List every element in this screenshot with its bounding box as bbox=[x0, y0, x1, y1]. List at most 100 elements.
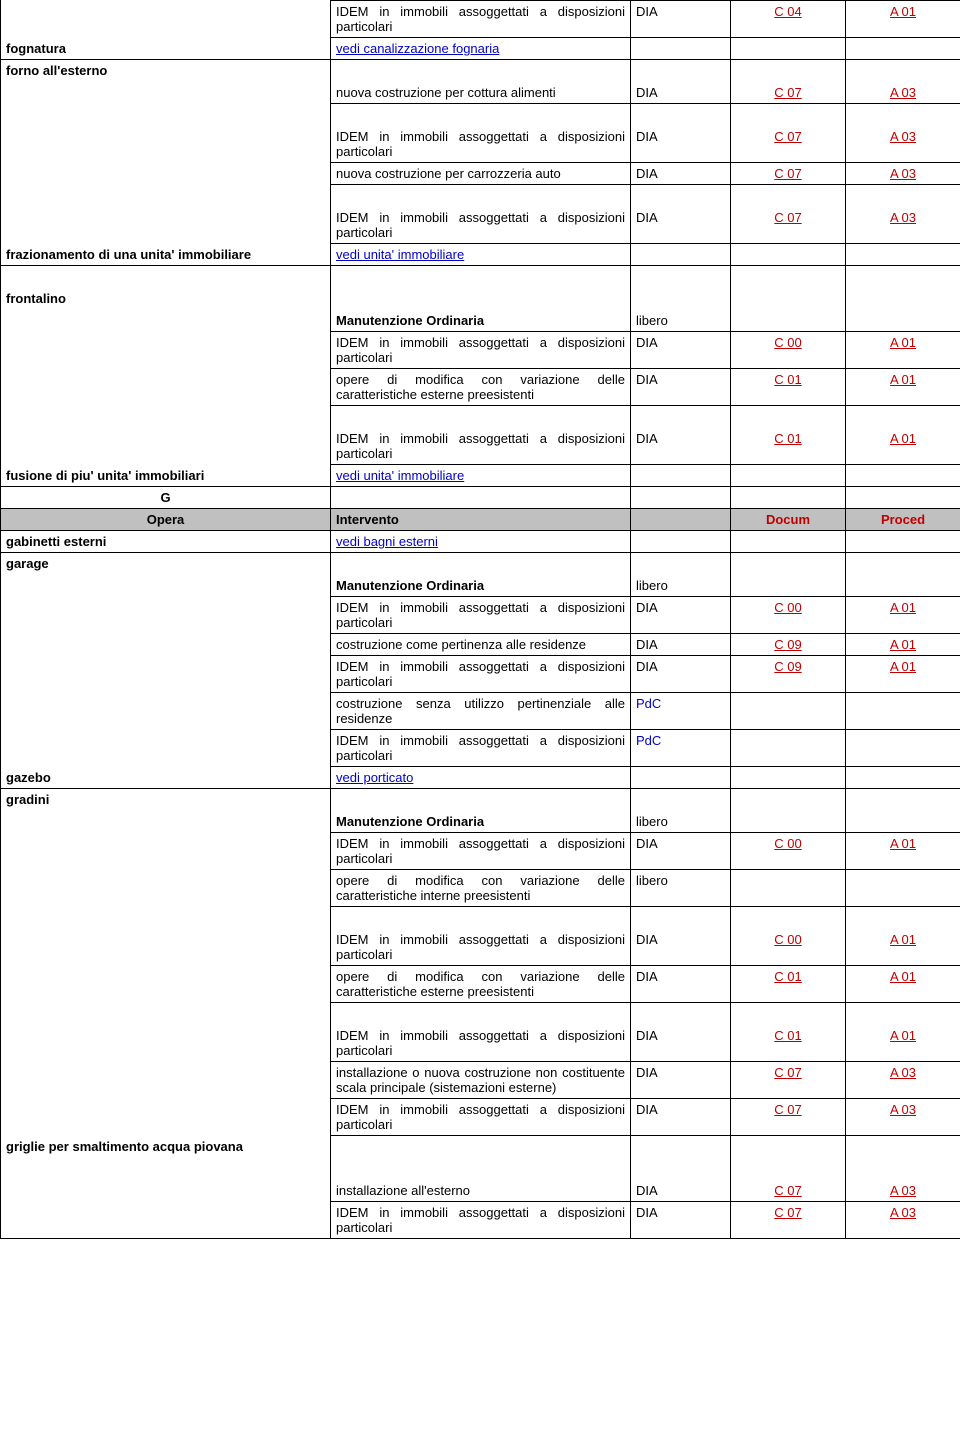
cell-tipo: DIA bbox=[631, 332, 731, 369]
link-unita-immobiliare[interactable]: vedi unita' immobiliare bbox=[336, 247, 464, 262]
cell-empty bbox=[631, 1158, 731, 1180]
cell-intervento: costruzione come pertinenza alle residen… bbox=[331, 634, 631, 656]
cell-empty bbox=[731, 185, 846, 207]
cell-intervento: costruzione senza utilizzo pertinenziale… bbox=[331, 693, 631, 730]
cell-proced: A 01 bbox=[846, 966, 960, 1003]
link-c07[interactable]: C 07 bbox=[774, 1205, 801, 1220]
cell-intervento: Manutenzione Ordinaria bbox=[331, 310, 631, 332]
link-c01[interactable]: C 01 bbox=[774, 1028, 801, 1043]
cell-empty bbox=[331, 1003, 631, 1025]
cell-docum: C 00 bbox=[731, 597, 846, 634]
cell-empty bbox=[731, 870, 846, 907]
link-c04[interactable]: C 04 bbox=[774, 4, 801, 19]
cell-proced: A 01 bbox=[846, 833, 960, 870]
opera-frontalino: frontalino bbox=[1, 288, 331, 310]
cell-empty bbox=[1, 207, 331, 244]
cell-docum: C 07 bbox=[731, 1099, 846, 1136]
link-a03[interactable]: A 03 bbox=[890, 1183, 916, 1198]
cell-empty bbox=[331, 1136, 631, 1158]
link-c01[interactable]: C 01 bbox=[774, 431, 801, 446]
link-c07[interactable]: C 07 bbox=[774, 1183, 801, 1198]
cell-empty bbox=[331, 60, 631, 82]
link-a03[interactable]: A 03 bbox=[890, 85, 916, 100]
link-canalizzazione[interactable]: vedi canalizzazione fognaria bbox=[336, 41, 499, 56]
link-a01[interactable]: A 01 bbox=[890, 637, 916, 652]
cell-empty bbox=[631, 288, 731, 310]
cell-tipo: DIA bbox=[631, 929, 731, 966]
cell-tipo: DIA bbox=[631, 597, 731, 634]
link-porticato[interactable]: vedi porticato bbox=[336, 770, 413, 785]
link-a01[interactable]: A 01 bbox=[890, 372, 916, 387]
link-c00[interactable]: C 00 bbox=[774, 836, 801, 851]
link-a01[interactable]: A 01 bbox=[890, 600, 916, 615]
cell-empty bbox=[1, 428, 331, 465]
cell-empty bbox=[846, 789, 960, 811]
opera-frazionamento: frazionamento di una unita' immobiliare bbox=[1, 244, 331, 266]
cell-intervento: IDEM in immobili assoggettati a disposiz… bbox=[331, 597, 631, 634]
link-a01[interactable]: A 01 bbox=[890, 335, 916, 350]
link-c00[interactable]: C 00 bbox=[774, 932, 801, 947]
link-a01[interactable]: A 01 bbox=[890, 836, 916, 851]
header-docum-text: Docum bbox=[766, 512, 810, 527]
cell-empty bbox=[1, 730, 331, 767]
link-c07[interactable]: C 07 bbox=[774, 166, 801, 181]
link-a03[interactable]: A 03 bbox=[890, 210, 916, 225]
cell-tipo: DIA bbox=[631, 126, 731, 163]
link-a01[interactable]: A 01 bbox=[890, 431, 916, 446]
cell-proced: A 03 bbox=[846, 1180, 960, 1202]
cell-proced: A 03 bbox=[846, 126, 960, 163]
cell-empty bbox=[1, 1025, 331, 1062]
cell-empty bbox=[1, 1062, 331, 1099]
link-c01[interactable]: C 01 bbox=[774, 969, 801, 984]
cell-empty bbox=[631, 60, 731, 82]
cell-empty bbox=[731, 266, 846, 288]
link-c00[interactable]: C 00 bbox=[774, 600, 801, 615]
link-c09[interactable]: C 09 bbox=[774, 637, 801, 652]
link-c00[interactable]: C 00 bbox=[774, 335, 801, 350]
header-empty bbox=[631, 509, 731, 531]
link-a03[interactable]: A 03 bbox=[890, 1205, 916, 1220]
link-a01[interactable]: A 01 bbox=[890, 932, 916, 947]
cell-docum: C 09 bbox=[731, 656, 846, 693]
link-a03[interactable]: A 03 bbox=[890, 1102, 916, 1117]
link-c07[interactable]: C 07 bbox=[774, 85, 801, 100]
link-c09[interactable]: C 09 bbox=[774, 659, 801, 674]
link-a01[interactable]: A 01 bbox=[890, 969, 916, 984]
link-c07[interactable]: C 07 bbox=[774, 1102, 801, 1117]
link-a01[interactable]: A 01 bbox=[890, 1028, 916, 1043]
cell-empty bbox=[731, 244, 846, 266]
link-c07[interactable]: C 07 bbox=[774, 129, 801, 144]
cell-tipo: libero bbox=[631, 811, 731, 833]
cell-intervento: IDEM in immobili assoggettati a disposiz… bbox=[331, 1, 631, 38]
cell-empty bbox=[631, 907, 731, 929]
cell-tipo: DIA bbox=[631, 1180, 731, 1202]
cell-intervento: opere di modifica con variazione delle c… bbox=[331, 966, 631, 1003]
cell-intervento: vedi unita' immobiliare bbox=[331, 465, 631, 487]
cell-empty bbox=[846, 288, 960, 310]
link-a03[interactable]: A 03 bbox=[890, 1065, 916, 1080]
link-a03[interactable]: A 03 bbox=[890, 129, 916, 144]
link-a01[interactable]: A 01 bbox=[890, 659, 916, 674]
link-c01[interactable]: C 01 bbox=[774, 372, 801, 387]
cell-empty bbox=[1, 185, 331, 207]
cell-empty bbox=[846, 1003, 960, 1025]
link-a03[interactable]: A 03 bbox=[890, 166, 916, 181]
cell-intervento: IDEM in immobili assoggettati a disposiz… bbox=[331, 656, 631, 693]
opera-gradini: gradini bbox=[1, 789, 331, 811]
cell-intervento: installazione o nuova costruzione non co… bbox=[331, 1062, 631, 1099]
link-unita-immobiliare[interactable]: vedi unita' immobiliare bbox=[336, 468, 464, 483]
cell-empty bbox=[331, 789, 631, 811]
opera-gabinetti-esterni: gabinetti esterni bbox=[1, 531, 331, 553]
cell-empty bbox=[631, 266, 731, 288]
link-a01[interactable]: A 01 bbox=[890, 4, 916, 19]
cell-empty bbox=[1, 1003, 331, 1025]
link-c07[interactable]: C 07 bbox=[774, 210, 801, 225]
cell-tipo: libero bbox=[631, 870, 731, 907]
cell-docum: C 00 bbox=[731, 929, 846, 966]
link-c07[interactable]: C 07 bbox=[774, 1065, 801, 1080]
link-bagni-esterni[interactable]: vedi bagni esterni bbox=[336, 534, 438, 549]
cell-docum: C 07 bbox=[731, 1180, 846, 1202]
cell-proced: A 01 bbox=[846, 597, 960, 634]
cell-docum: C 01 bbox=[731, 1025, 846, 1062]
cell-proced: A 03 bbox=[846, 1202, 960, 1239]
